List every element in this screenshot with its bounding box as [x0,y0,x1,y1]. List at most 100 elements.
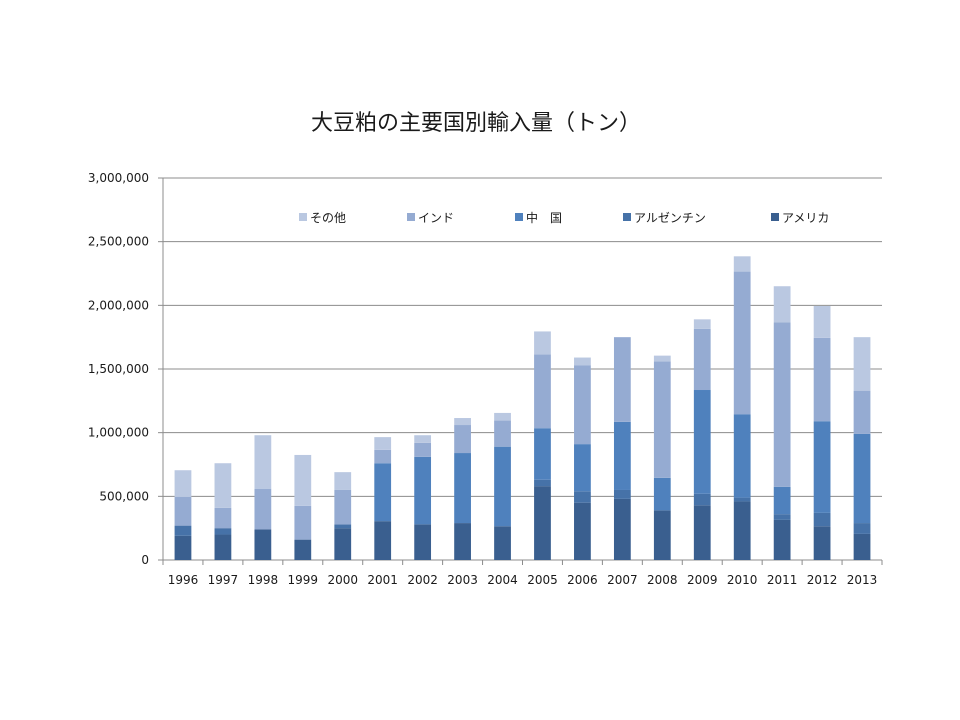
x-tick-label: 2006 [567,573,598,587]
legend-label: アメリカ [782,211,829,225]
legend-label: その他 [310,211,346,225]
x-tick-label: 2009 [687,573,718,587]
bar-segment [214,534,232,560]
legend-label: インド [418,211,454,225]
bar-segment [494,412,511,421]
y-tick-label: 1,500,000 [88,362,149,376]
y-tick-label: 3,000,000 [88,171,149,185]
bar-segment [254,435,272,489]
bar-segment [534,479,551,487]
bar-segment [534,486,551,560]
bar-segment [174,470,192,497]
bar-segment [334,524,352,529]
bar-segment [653,477,671,511]
legend-swatch [407,213,415,221]
chart-title: 大豆粕の主要国別輸入量（トン） [311,111,641,136]
x-tick-label: 1998 [248,573,279,587]
x-tick-label: 2007 [607,573,638,587]
bar-segment [773,519,791,560]
x-tick-label: 1996 [168,573,199,587]
bar-segment [414,442,432,457]
bar-segment [534,428,551,480]
legend: その他 インド 中 国 アルゼンチン アメリカ [299,210,829,225]
bar-segment [174,525,192,536]
bar-segment [653,361,671,478]
bar-segment [214,528,232,535]
bar-segment [733,271,751,415]
bar-segment [813,526,831,560]
x-tick-label: 2005 [527,573,558,587]
bar-segment [613,498,631,560]
legend-swatch [623,213,631,221]
y-tick-label: 500,000 [99,489,149,503]
bar-segment [773,514,791,520]
bar-segment [374,449,392,464]
legend-label: 中 国 [526,210,562,225]
bar-segment [334,472,352,490]
bar-segment [214,507,232,529]
x-tick-label: 2001 [367,573,398,587]
bar-segment [414,524,432,560]
bar-segment [454,418,471,426]
bar-segment [534,331,551,355]
bar-segment [454,453,471,524]
bar-segment [613,489,631,499]
bar-segment [454,523,471,560]
x-tick-label: 2011 [767,573,798,587]
bar-segment [374,437,392,450]
bar-segment [773,486,791,515]
bar-segment [733,414,751,498]
bar-segment [733,501,751,560]
bar-segment [693,505,711,560]
bar-segment [334,528,352,560]
x-tick-label: 1997 [208,573,239,587]
bar-segment [294,454,312,506]
bar-segment [374,463,392,522]
bar-segment [214,463,232,508]
bar-segment [574,502,591,560]
legend-swatch [771,213,779,221]
bar-segment [693,390,711,494]
legend-label: アルゼンチン [634,211,706,225]
bar-segment [773,322,791,487]
bar-segment [853,390,871,434]
x-tick-label: 2013 [847,573,878,587]
bars [174,256,871,560]
bar-segment [853,337,871,391]
bar-segment [693,328,711,391]
bar-segment [414,456,432,525]
axes: 0 500,000 1,000,000 1,500,000 2,000,000 2,500… [88,171,883,587]
x-tick-label: 2004 [487,573,518,587]
x-tick-label: 2002 [407,573,438,587]
y-tick-label: 0 [141,553,149,567]
bar-segment [494,446,511,527]
x-tick-label: 2012 [807,573,838,587]
bar-segment [813,305,831,338]
bar-segment [693,319,711,329]
bar-segment [374,521,392,560]
legend-swatch [299,213,307,221]
x-tick-label: 2000 [327,573,358,587]
bar-segment [574,444,591,492]
bar-segment [294,539,312,560]
bar-segment [613,421,631,490]
bar-segment [174,496,192,526]
bar-segment [254,488,272,530]
bar-segment [574,357,591,366]
bar-segment [853,533,871,560]
bar-segment [773,286,791,323]
legend-swatch [515,213,523,221]
bar-segment [174,535,192,560]
bar-segment [334,489,352,525]
bar-segment [534,354,551,429]
bar-segment [853,433,871,524]
x-tick-label: 2003 [447,573,478,587]
bar-segment [454,425,471,454]
bar-segment [733,256,751,272]
x-tick-label: 1999 [288,573,319,587]
bar-segment [294,505,312,540]
bar-segment [733,497,751,502]
bar-segment [574,491,591,503]
bar-segment [813,337,831,422]
